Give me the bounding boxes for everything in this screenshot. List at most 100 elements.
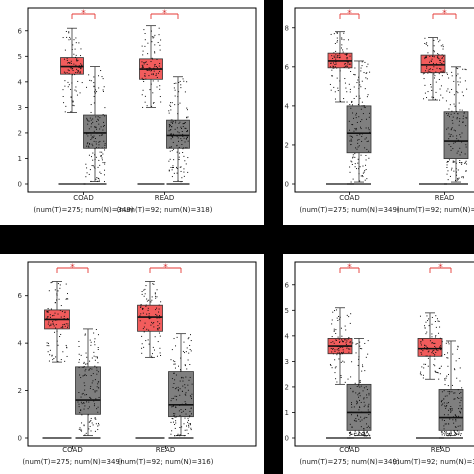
data-point xyxy=(463,112,465,114)
data-point xyxy=(49,316,51,318)
data-point xyxy=(421,366,423,368)
data-point xyxy=(78,340,80,342)
data-point xyxy=(363,106,365,108)
data-point xyxy=(61,311,63,313)
data-point xyxy=(462,68,464,70)
data-point xyxy=(99,117,101,119)
data-point xyxy=(183,175,185,177)
data-point xyxy=(363,431,365,433)
data-point xyxy=(455,168,457,170)
data-point xyxy=(433,364,435,366)
data-point xyxy=(455,171,457,173)
data-point xyxy=(345,329,347,331)
data-point xyxy=(428,350,430,352)
data-point xyxy=(171,378,173,380)
data-point xyxy=(359,420,361,422)
data-point xyxy=(60,359,62,361)
data-point xyxy=(171,135,173,137)
data-point xyxy=(189,410,191,412)
data-point xyxy=(86,172,88,174)
data-point xyxy=(172,141,174,143)
data-point xyxy=(433,96,435,98)
data-point xyxy=(344,82,346,84)
data-point xyxy=(332,67,334,69)
data-point xyxy=(437,55,439,57)
data-point xyxy=(145,304,147,306)
data-point xyxy=(65,344,67,346)
data-point xyxy=(70,111,72,113)
data-point xyxy=(465,170,467,172)
data-point xyxy=(341,353,343,355)
data-point xyxy=(425,56,427,58)
data-point xyxy=(171,398,173,400)
data-point xyxy=(336,37,338,39)
data-point xyxy=(437,57,439,59)
data-point xyxy=(177,433,179,435)
data-point xyxy=(368,392,370,394)
data-point xyxy=(143,326,145,328)
data-point xyxy=(340,376,342,378)
data-point xyxy=(151,57,153,59)
data-point xyxy=(99,140,101,142)
data-point xyxy=(461,132,463,134)
data-point xyxy=(362,432,364,434)
data-point xyxy=(329,83,331,85)
data-point xyxy=(102,89,104,91)
data-point xyxy=(152,346,154,348)
data-point xyxy=(186,136,188,138)
data-point xyxy=(434,358,436,360)
data-point xyxy=(351,426,353,428)
data-point xyxy=(439,62,441,64)
data-point xyxy=(76,68,78,70)
data-point xyxy=(168,126,170,128)
data-point xyxy=(426,65,428,67)
data-point xyxy=(72,104,74,106)
data-point xyxy=(146,69,148,71)
data-point xyxy=(173,372,175,374)
data-point xyxy=(423,78,425,80)
data-point xyxy=(332,62,334,64)
boxplot-panel-top-right: 0 2 4 6 8 COAD (num(T)=275; num(N)=349) * READ (n… xyxy=(283,0,474,225)
data-point xyxy=(452,416,454,418)
data-point xyxy=(346,65,348,67)
data-point xyxy=(83,366,85,368)
data-point xyxy=(186,429,188,431)
data-point xyxy=(62,324,64,326)
data-point xyxy=(153,326,155,328)
data-point xyxy=(359,180,361,182)
data-point xyxy=(84,405,86,407)
data-point xyxy=(179,388,181,390)
data-point xyxy=(148,315,150,317)
data-point xyxy=(154,292,156,294)
data-point xyxy=(93,166,95,168)
data-point xyxy=(351,136,353,138)
data-point xyxy=(363,387,365,389)
data-point xyxy=(88,428,90,430)
data-point xyxy=(466,117,468,119)
data-point xyxy=(464,80,466,82)
data-point xyxy=(460,408,462,410)
data-point xyxy=(87,135,89,137)
data-point xyxy=(60,326,62,328)
data-point xyxy=(94,167,96,169)
data-point xyxy=(91,156,93,158)
data-point xyxy=(171,150,173,152)
data-point xyxy=(360,416,362,418)
data-point xyxy=(85,176,87,178)
data-point xyxy=(453,94,455,96)
data-point xyxy=(95,146,97,148)
data-point xyxy=(349,140,351,142)
data-point xyxy=(349,88,351,90)
data-point xyxy=(98,144,100,146)
data-point xyxy=(456,67,458,69)
data-point xyxy=(457,345,459,347)
data-point xyxy=(352,342,354,344)
data-point xyxy=(169,158,171,160)
data-point xyxy=(358,145,360,147)
data-point xyxy=(152,37,154,39)
data-point xyxy=(450,169,452,171)
data-point xyxy=(441,432,443,434)
data-point xyxy=(155,313,157,315)
data-point xyxy=(357,158,359,160)
data-point xyxy=(457,81,459,83)
